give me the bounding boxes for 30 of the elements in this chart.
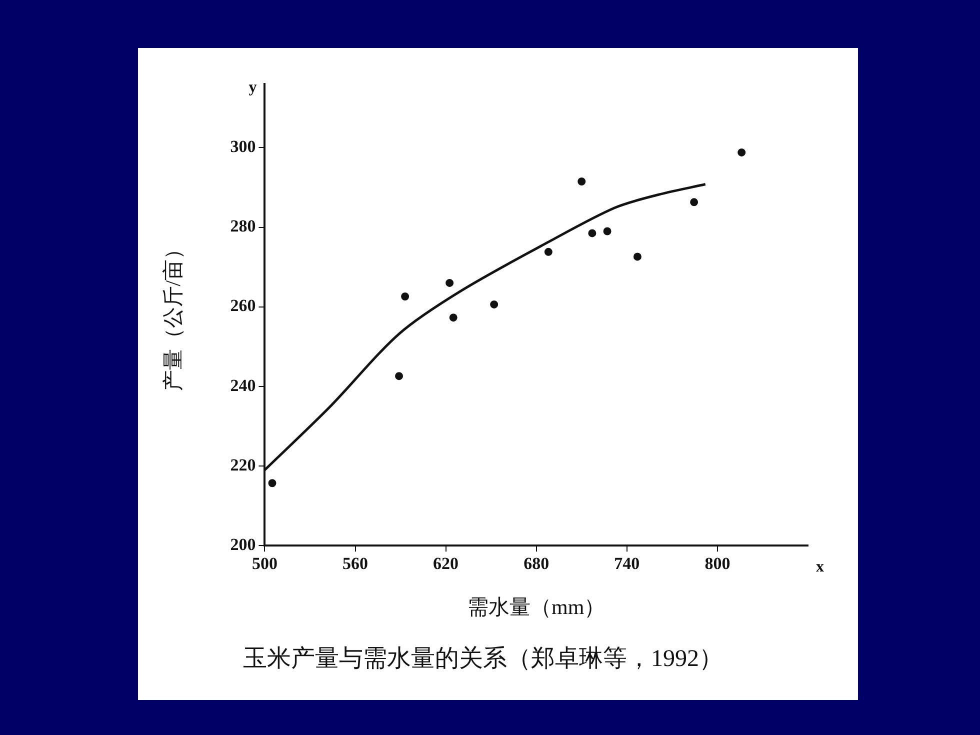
x-tick-label: 620	[433, 554, 459, 574]
text: y	[248, 79, 257, 96]
point	[603, 227, 612, 236]
y-tick-label: 220	[230, 455, 256, 474]
x-tick-label: 560	[342, 554, 368, 574]
point	[401, 292, 410, 300]
y-axis-title: 产量（公斤/亩）	[161, 238, 186, 392]
point	[690, 198, 698, 206]
point	[268, 479, 276, 488]
y-tick-label: 240	[230, 376, 256, 395]
x-tick-label: 800	[704, 554, 730, 574]
text: x	[816, 558, 824, 576]
point	[449, 314, 458, 322]
point	[633, 252, 642, 261]
point	[490, 300, 498, 308]
point	[578, 177, 586, 186]
y-tick-label: 280	[230, 216, 256, 236]
x-tick-label: 740	[614, 554, 640, 574]
x-axis-title: 需水量（mm）	[468, 595, 606, 620]
point	[446, 278, 454, 287]
y-tick-label: 200	[230, 534, 256, 554]
point	[738, 148, 746, 156]
point	[395, 372, 404, 380]
x-tick-label: 500	[252, 554, 278, 574]
point	[588, 229, 596, 238]
y-tick-label: 260	[230, 296, 256, 316]
y-tick-label: 300	[230, 137, 256, 156]
x-tick-label: 680	[524, 554, 550, 574]
text: 玉米产量与需水量的关系（郑卓琳等，1992）	[243, 644, 723, 672]
point	[544, 248, 552, 256]
